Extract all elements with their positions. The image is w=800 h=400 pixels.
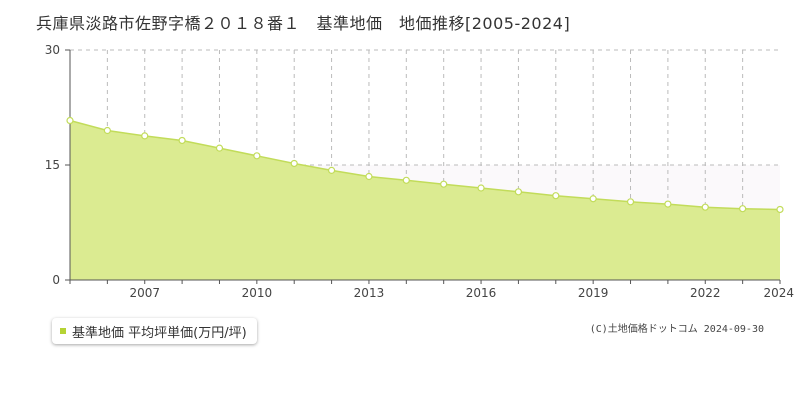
data-point-2012 — [327, 166, 336, 174]
data-point-2018 — [552, 192, 560, 200]
data-point-2020 — [626, 198, 635, 206]
area-fill — [70, 120, 780, 280]
x-tick-label: 2007 — [129, 286, 160, 300]
legend-label: 基準地価 平均坪単価(万円/坪) — [72, 325, 247, 341]
data-point-2006 — [103, 126, 111, 135]
data-point-2007 — [141, 132, 149, 140]
data-point-2008 — [178, 136, 186, 145]
credit-text: (C)土地価格ドットコム 2024-09-30 — [589, 324, 764, 335]
data-point-2014 — [402, 176, 410, 184]
x-tick-label: 2019 — [578, 286, 609, 300]
data-point-2005 — [66, 116, 74, 125]
legend: 基準地価 平均坪単価(万円/坪) — [52, 318, 257, 344]
data-point-2022 — [701, 203, 709, 211]
x-tick-label: 2016 — [466, 286, 497, 300]
series-line — [69, 119, 781, 211]
x-tick-label: 2013 — [354, 286, 385, 300]
chart-title: 兵庫県淡路市佐野字橋２０１８番１ 基準地価 地価推移[2005-2024] — [36, 14, 571, 33]
legend-swatch — [60, 328, 66, 334]
data-points — [66, 116, 784, 214]
data-point-2011 — [290, 159, 298, 168]
data-point-2024 — [776, 205, 784, 214]
x-tick-label: 2010 — [242, 286, 273, 300]
tick-labels: 0 15 30 2007 2010 2013 2016 2019 2022 2024 — [45, 43, 794, 300]
x-tick-label: 2024 — [763, 286, 794, 300]
data-point-2009 — [215, 144, 224, 152]
data-point-2017 — [514, 188, 523, 196]
data-point-2021 — [664, 200, 672, 208]
data-point-2023 — [739, 205, 747, 213]
x-tick-label: 2022 — [690, 286, 721, 300]
data-point-2010 — [253, 152, 261, 160]
data-point-2016 — [477, 184, 485, 192]
axes — [65, 49, 781, 284]
data-point-2019 — [589, 195, 597, 203]
y-tick-label: 0 — [52, 273, 60, 287]
data-point-2013 — [365, 172, 373, 181]
y-tick-label: 15 — [45, 158, 60, 172]
y-tick-label: 30 — [45, 43, 60, 57]
data-point-2015 — [440, 180, 448, 188]
